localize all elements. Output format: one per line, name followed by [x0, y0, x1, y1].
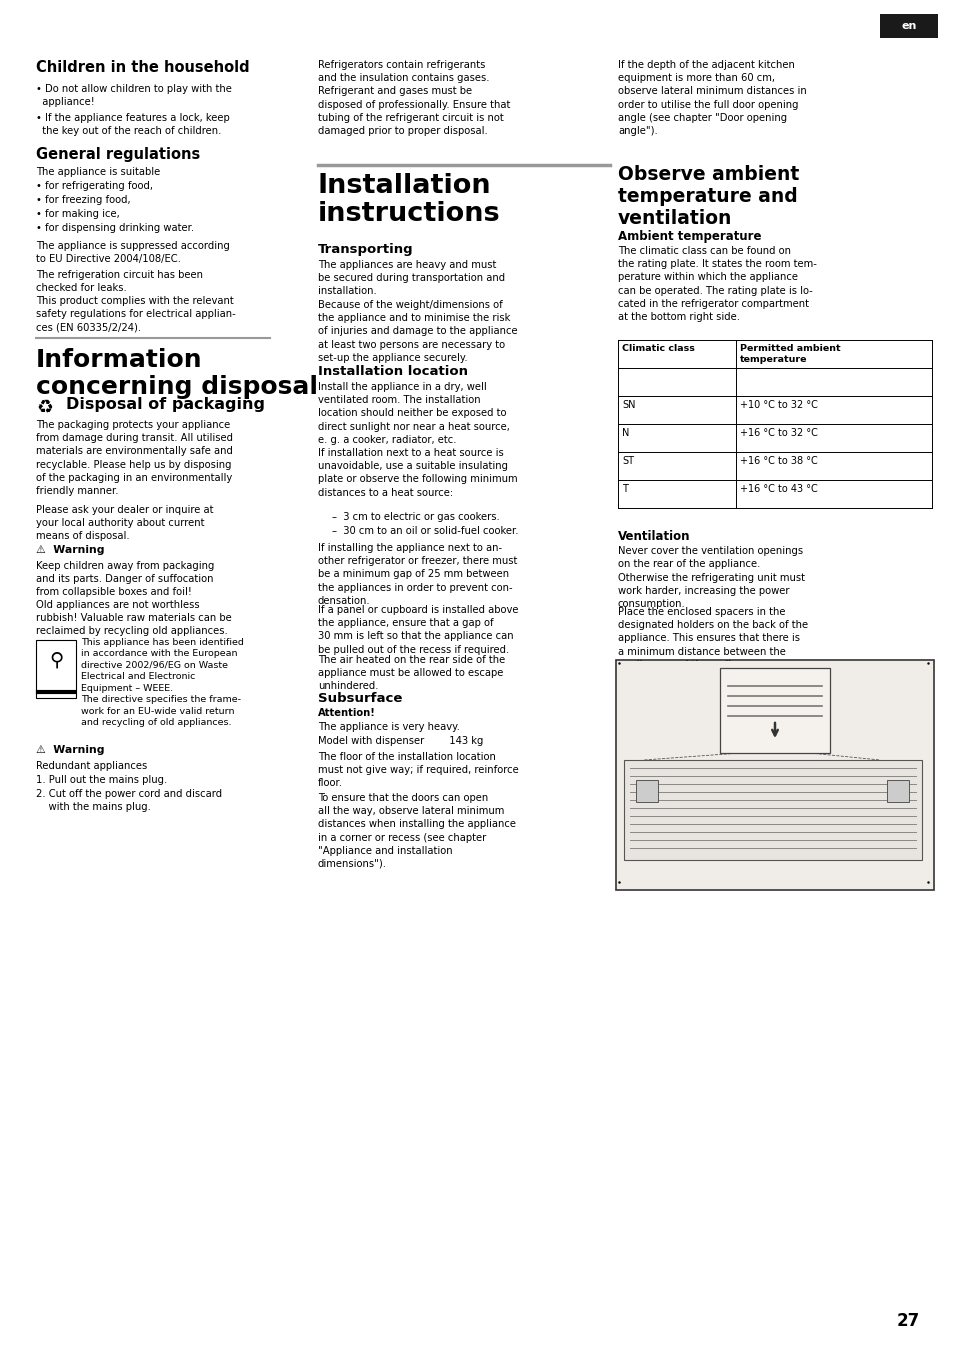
Text: Disposal of packaging: Disposal of packaging: [66, 397, 265, 412]
Text: • for freezing food,: • for freezing food,: [36, 194, 131, 205]
Text: The air heated on the rear side of the
appliance must be allowed to escape
unhin: The air heated on the rear side of the a…: [317, 655, 505, 691]
Text: en: en: [901, 22, 916, 31]
Text: Installation location: Installation location: [317, 364, 468, 378]
Text: Please ask your dealer or inquire at
your local authority about current
means of: Please ask your dealer or inquire at you…: [36, 505, 213, 541]
Text: Because of the weight/dimensions of
the appliance and to minimise the risk
of in: Because of the weight/dimensions of the …: [317, 300, 517, 363]
Text: The appliance is suitable: The appliance is suitable: [36, 167, 160, 177]
Text: T: T: [621, 485, 627, 494]
Text: The climatic class can be found on
the rating plate. It states the room tem-
per: The climatic class can be found on the r…: [618, 246, 816, 323]
Text: Installation
instructions: Installation instructions: [317, 173, 500, 227]
Text: Observe ambient
temperature and
ventilation: Observe ambient temperature and ventilat…: [618, 165, 799, 228]
Text: Install the appliance in a dry, well
ventilated room. The installation
location : Install the appliance in a dry, well ven…: [317, 382, 517, 498]
Text: SN: SN: [621, 400, 635, 410]
Text: –  30 cm to an oil or solid-fuel cooker.: – 30 cm to an oil or solid-fuel cooker.: [332, 526, 518, 536]
Text: Attention!: Attention!: [317, 707, 375, 718]
Text: If the depth of the adjacent kitchen
equipment is more than 60 cm,
observe later: If the depth of the adjacent kitchen equ…: [618, 59, 806, 136]
Text: Otherwise the refrigerating unit must
work harder, increasing the power
consumpt: Otherwise the refrigerating unit must wo…: [618, 572, 804, 609]
Text: Redundant appliances: Redundant appliances: [36, 761, 147, 771]
Text: General regulations: General regulations: [36, 147, 200, 162]
Text: 1. Pull out the mains plug.: 1. Pull out the mains plug.: [36, 775, 167, 784]
Text: Keep children away from packaging
and its parts. Danger of suffocation
from coll: Keep children away from packaging and it…: [36, 562, 214, 598]
Text: • for making ice,: • for making ice,: [36, 209, 120, 219]
Text: • Do not allow children to play with the
  appliance!: • Do not allow children to play with the…: [36, 84, 232, 107]
Text: +16 °C to 38 °C: +16 °C to 38 °C: [740, 456, 817, 466]
Text: ⚲: ⚲: [49, 651, 63, 670]
Text: N: N: [621, 428, 629, 437]
Text: Model with dispenser        143 kg: Model with dispenser 143 kg: [317, 736, 483, 747]
Text: Children in the household: Children in the household: [36, 59, 250, 76]
Text: • If the appliance features a lock, keep
  the key out of the reach of children.: • If the appliance features a lock, keep…: [36, 113, 230, 136]
Text: ⚠  Warning: ⚠ Warning: [36, 745, 105, 755]
Text: Old appliances are not worthless
rubbish! Valuable raw materials can be
reclaime: Old appliances are not worthless rubbish…: [36, 599, 232, 636]
Bar: [617, 662, 932, 890]
Text: Ambient temperature: Ambient temperature: [618, 230, 760, 243]
Text: Never cover the ventilation openings
on the rear of the appliance.: Never cover the ventilation openings on …: [618, 545, 802, 570]
Text: Climatic class: Climatic class: [621, 344, 694, 352]
Text: Permitted ambient
temperature: Permitted ambient temperature: [740, 344, 840, 364]
Text: –  3 cm to electric or gas cookers.: – 3 cm to electric or gas cookers.: [332, 512, 499, 522]
Bar: [720, 668, 829, 753]
Text: The appliances are heavy and must
be secured during transportation and
installat: The appliances are heavy and must be sec…: [317, 261, 504, 297]
Text: The appliance is suppressed according
to EU Directive 2004/108/EC.: The appliance is suppressed according to…: [36, 242, 230, 265]
Text: Transporting: Transporting: [317, 243, 414, 256]
Text: To ensure that the doors can open
all the way, observe lateral minimum
distances: To ensure that the doors can open all th…: [317, 792, 516, 869]
Text: 27: 27: [896, 1312, 919, 1330]
Bar: [36, 640, 76, 698]
Text: • for refrigerating food,: • for refrigerating food,: [36, 181, 152, 190]
Text: ST: ST: [621, 456, 634, 466]
Text: +16 °C to 32 °C: +16 °C to 32 °C: [740, 428, 817, 437]
Text: This product complies with the relevant
safety regulations for electrical applia: This product complies with the relevant …: [36, 296, 235, 332]
Text: 2. Cut off the power cord and discard
    with the mains plug.: 2. Cut off the power cord and discard wi…: [36, 788, 222, 813]
Text: Place the enclosed spacers in the
designated holders on the back of the
applianc: Place the enclosed spacers in the design…: [618, 608, 807, 670]
Bar: [886, 780, 908, 802]
Text: This appliance has been identified
in accordance with the European
directive 200: This appliance has been identified in ac…: [81, 639, 244, 728]
Text: The packaging protects your appliance
from damage during transit. All utilised
m: The packaging protects your appliance fr…: [36, 420, 233, 495]
Bar: [879, 14, 937, 38]
Text: +16 °C to 43 °C: +16 °C to 43 °C: [740, 485, 817, 494]
Text: If installing the appliance next to an-
other refrigerator or freezer, there mus: If installing the appliance next to an- …: [317, 543, 517, 606]
Text: Ventilation: Ventilation: [618, 531, 690, 543]
Bar: [623, 760, 921, 860]
Text: The refrigeration circuit has been
checked for leaks.: The refrigeration circuit has been check…: [36, 270, 203, 293]
Text: Refrigerators contain refrigerants
and the insulation contains gases.
Refrigeran: Refrigerators contain refrigerants and t…: [317, 59, 510, 136]
Text: ♻: ♻: [36, 398, 52, 417]
Text: ⚠  Warning: ⚠ Warning: [36, 545, 105, 555]
Text: Information
concerning disposal: Information concerning disposal: [36, 348, 317, 398]
Text: +10 °C to 32 °C: +10 °C to 32 °C: [740, 400, 817, 410]
Text: Subsurface: Subsurface: [317, 693, 402, 705]
Text: If a panel or cupboard is installed above
the appliance, ensure that a gap of
30: If a panel or cupboard is installed abov…: [317, 605, 518, 655]
Text: The floor of the installation location
must not give way; if required, reinforce: The floor of the installation location m…: [317, 752, 518, 788]
Text: • for dispensing drinking water.: • for dispensing drinking water.: [36, 223, 193, 234]
Text: The appliance is very heavy.: The appliance is very heavy.: [317, 722, 459, 732]
Bar: [636, 780, 658, 802]
Bar: [616, 660, 933, 890]
